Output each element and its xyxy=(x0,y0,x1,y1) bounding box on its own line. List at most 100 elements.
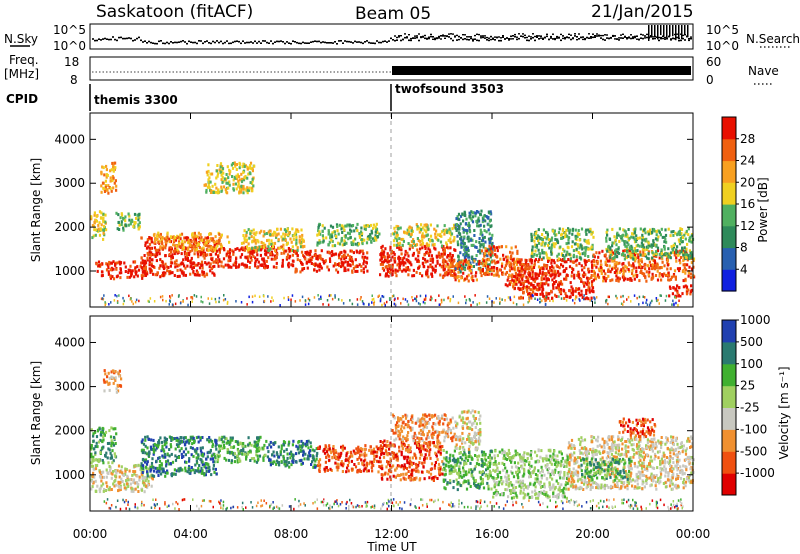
data-cell xyxy=(441,258,482,283)
freq-unit-label: [MHz] xyxy=(4,67,39,81)
nsky-tick-top: 10^5 xyxy=(53,23,86,37)
data-cell xyxy=(266,439,319,469)
data-cell xyxy=(90,426,118,465)
beam-title: Beam 05 xyxy=(355,4,431,24)
colorbar-swatch xyxy=(722,138,736,162)
x-tick-label: 20:00 xyxy=(575,527,610,541)
colorbar-tick-label: 4 xyxy=(740,262,748,276)
y-tick-label: 3000 xyxy=(54,380,85,394)
data-cell xyxy=(90,210,108,241)
data-cell xyxy=(391,223,457,248)
nsearch-tick-bottom: 10^0 xyxy=(706,39,739,53)
colorbar-swatch xyxy=(722,225,736,249)
cpid-label: CPID xyxy=(6,92,38,106)
velocity-cbar-label: Velocity [m s⁻¹] xyxy=(777,366,791,459)
y-tick-label: 4000 xyxy=(54,132,85,146)
nave-label: Nave xyxy=(748,64,779,78)
data-cell xyxy=(102,369,123,394)
data-cell xyxy=(291,249,369,274)
data-cell xyxy=(216,435,268,465)
velocity-colorbar: -1000 -500 -100 -25 25 100 500 1000 xyxy=(721,313,775,496)
colorbar-swatch xyxy=(722,117,736,140)
data-cell xyxy=(140,236,218,279)
data-cell xyxy=(668,284,693,298)
colorbar-tick-label: 24 xyxy=(740,154,755,168)
power-colorbar: 4 8 12 16 20 24 28 xyxy=(721,116,755,292)
velocity-data xyxy=(90,369,695,511)
colorbar-tick-label: 1000 xyxy=(740,313,771,327)
power-cbar-label: Power [dB] xyxy=(756,177,770,242)
y-tick-label: 1000 xyxy=(54,264,85,278)
colorbar-swatch xyxy=(722,363,736,387)
date-title: 21/Jan/2015 xyxy=(591,2,694,22)
freq-tick-bottom: 8 xyxy=(70,73,78,87)
power-panel: 1000 2000 3000 4000 Slant Range [km] 4 8 12 16… xyxy=(29,112,770,308)
colorbar-tick-label: -1000 xyxy=(740,466,775,480)
colorbar-swatch xyxy=(722,320,736,343)
x-axis-label: Time UT xyxy=(366,540,417,554)
station-title: Saskatoon (fitACF) xyxy=(96,2,253,22)
power-data xyxy=(90,161,696,307)
power-ylabel: Slant Range [km] xyxy=(29,158,43,262)
x-axis: 00:00 04:00 08:00 12:00 16:00 20:00 00:00 xyxy=(73,113,711,541)
data-cell xyxy=(115,211,141,232)
colorbar-tick-label: 20 xyxy=(740,175,755,189)
y-tick-label: 4000 xyxy=(54,335,85,349)
colorbar-tick-label: 12 xyxy=(740,219,755,233)
power-y-axis: 1000 2000 3000 4000 xyxy=(54,132,693,278)
ground-scatter xyxy=(103,498,684,511)
nave-tick-bottom: 0 xyxy=(706,73,714,87)
cpid-strip: CPID themis 3300 twofsound 3503 xyxy=(6,82,504,111)
data-cell xyxy=(95,260,147,281)
data-cell xyxy=(441,448,494,492)
velocity-y-axis: 1000 2000 3000 4000 xyxy=(54,335,693,482)
colorbar-swatch xyxy=(722,160,736,183)
data-cell xyxy=(391,413,456,443)
data-cell xyxy=(530,227,595,261)
data-cell xyxy=(100,161,118,195)
data-cell xyxy=(152,231,231,252)
freq-panel: Freq. [MHz] 18 8 60 0 Nave xyxy=(4,53,779,87)
nsky-label: N.Sky xyxy=(4,32,38,46)
freq-label: Freq. xyxy=(9,53,39,67)
data-cell xyxy=(140,435,218,478)
data-cell xyxy=(479,244,519,278)
x-tick-label: 04:00 xyxy=(173,527,208,541)
colorbar-swatch xyxy=(722,341,736,365)
velocity-ylabel: Slant Range [km] xyxy=(29,361,43,465)
cpid-mode-2: twofsound 3503 xyxy=(395,82,504,96)
data-cell xyxy=(580,457,633,482)
colorbar-tick-label: 28 xyxy=(740,132,755,146)
colorbar-tick-label: -100 xyxy=(740,422,767,436)
colorbar-swatch xyxy=(722,473,736,496)
data-cell xyxy=(203,161,256,195)
data-cell xyxy=(317,444,382,474)
x-tick-label: 16:00 xyxy=(475,527,510,541)
x-tick-label: 08:00 xyxy=(274,527,309,541)
nsky-tick-bottom: 10^0 xyxy=(53,39,86,53)
cpid-mode-1: themis 3300 xyxy=(94,93,178,107)
nave-tick-top: 60 xyxy=(706,55,721,69)
colorbar-swatch xyxy=(722,429,736,452)
y-tick-label: 2000 xyxy=(54,220,85,234)
colorbar-swatch xyxy=(722,247,736,270)
colorbar-tick-label: 8 xyxy=(740,241,748,255)
data-cell xyxy=(316,222,381,248)
colorbar-swatch xyxy=(722,451,736,474)
colorbar-swatch xyxy=(722,182,736,205)
colorbar-tick-label: 500 xyxy=(740,335,763,349)
y-tick-label: 3000 xyxy=(54,176,85,190)
nsearch-tick-top: 10^5 xyxy=(706,23,739,37)
colorbar-swatch xyxy=(722,269,736,292)
colorbar-tick-label: -500 xyxy=(740,444,767,458)
x-tick-label: 12:00 xyxy=(374,527,409,541)
x-tick-label: 00:00 xyxy=(676,527,711,541)
nsky-panel: N.Sky 10^5 10^0 10^5 10^0 N.Search xyxy=(4,23,800,53)
colorbar-tick-label: 25 xyxy=(740,379,755,393)
data-cell xyxy=(618,417,657,438)
colorbar-swatch xyxy=(722,204,736,227)
colorbar-swatch xyxy=(722,385,736,408)
nave-trace xyxy=(392,66,691,75)
